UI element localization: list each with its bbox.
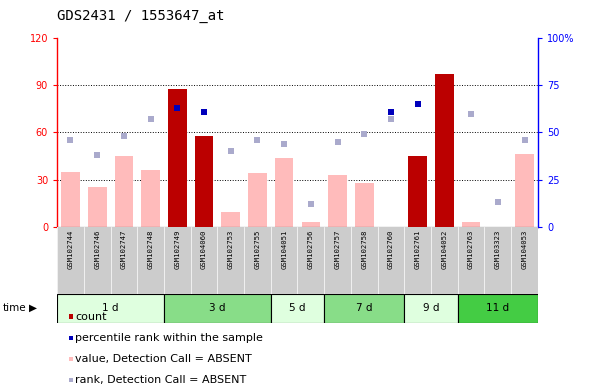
Text: GSM104052: GSM104052 <box>441 230 447 269</box>
Bar <box>88 187 106 227</box>
Text: GSM102755: GSM102755 <box>254 230 260 269</box>
Text: 11 d: 11 d <box>486 303 510 313</box>
Text: GSM104051: GSM104051 <box>281 230 287 269</box>
Bar <box>275 157 293 227</box>
Bar <box>435 74 454 227</box>
Text: ▶: ▶ <box>29 303 37 313</box>
Text: 9 d: 9 d <box>423 303 439 313</box>
Text: percentile rank within the sample: percentile rank within the sample <box>75 333 263 343</box>
Text: time: time <box>3 303 26 313</box>
Text: GSM102748: GSM102748 <box>148 230 154 269</box>
Text: GSM102746: GSM102746 <box>94 230 100 269</box>
Text: GSM103323: GSM103323 <box>495 230 501 269</box>
Text: GSM102749: GSM102749 <box>174 230 180 269</box>
Bar <box>404 294 458 323</box>
Bar <box>141 170 160 227</box>
Bar <box>57 294 164 323</box>
Bar <box>515 154 534 227</box>
Text: GSM104053: GSM104053 <box>522 230 528 269</box>
Text: GSM102744: GSM102744 <box>67 230 73 269</box>
Bar <box>195 136 213 227</box>
Bar <box>435 74 454 227</box>
Text: GSM102763: GSM102763 <box>468 230 474 269</box>
Bar <box>458 294 538 323</box>
Bar <box>302 222 320 227</box>
Text: GSM102747: GSM102747 <box>121 230 127 269</box>
Bar <box>221 212 240 227</box>
Bar <box>271 294 324 323</box>
Bar <box>355 183 374 227</box>
Text: GSM104060: GSM104060 <box>201 230 207 269</box>
Text: GSM102758: GSM102758 <box>361 230 367 269</box>
Text: GSM102760: GSM102760 <box>388 230 394 269</box>
Text: 1 d: 1 d <box>102 303 119 313</box>
Text: GDS2431 / 1553647_at: GDS2431 / 1553647_at <box>57 9 225 23</box>
Text: GSM102753: GSM102753 <box>228 230 234 269</box>
Bar <box>164 294 271 323</box>
Text: 7 d: 7 d <box>356 303 373 313</box>
Text: count: count <box>75 312 106 322</box>
Text: rank, Detection Call = ABSENT: rank, Detection Call = ABSENT <box>75 375 246 384</box>
Text: 5 d: 5 d <box>289 303 306 313</box>
Bar <box>168 89 187 227</box>
Text: GSM102756: GSM102756 <box>308 230 314 269</box>
Text: 3 d: 3 d <box>209 303 225 313</box>
Bar <box>324 294 404 323</box>
Bar <box>462 222 480 227</box>
Text: GSM102757: GSM102757 <box>335 230 341 269</box>
Bar <box>328 175 347 227</box>
Text: GSM102761: GSM102761 <box>415 230 421 269</box>
Bar <box>61 172 80 227</box>
Bar <box>115 156 133 227</box>
Bar <box>248 173 267 227</box>
Text: value, Detection Call = ABSENT: value, Detection Call = ABSENT <box>75 354 252 364</box>
Bar <box>408 156 427 227</box>
